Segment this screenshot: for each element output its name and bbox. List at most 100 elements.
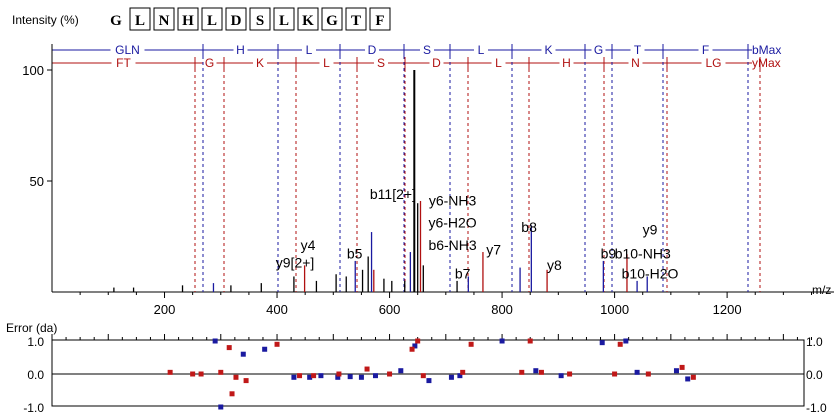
b_ladder-segment-label: L — [306, 43, 313, 57]
y-ion-error-point — [190, 371, 196, 377]
y-ion-error-point — [460, 369, 466, 375]
y-ion-error-point — [387, 371, 393, 377]
b-ion-error-point — [335, 374, 341, 380]
b-ion-error-point — [307, 374, 313, 380]
y-ion-error-point — [233, 374, 239, 380]
y_ladder-segment-label: N — [631, 56, 640, 70]
b_ladder-segment-label: T — [634, 43, 642, 57]
y-ion-error-point — [527, 338, 533, 344]
residue-box — [177, 7, 199, 31]
b-ion-error-point — [318, 373, 324, 379]
residue-box — [201, 7, 223, 31]
error-right-tick-label: -1.0 — [806, 401, 827, 412]
y-ion-error-point — [645, 371, 651, 377]
b-ion-error-point — [212, 338, 218, 344]
y_ladder-label-bg — [202, 56, 217, 70]
spectrum-x-ticks: 200 400 600 800 1000 1200 — [79, 292, 812, 317]
residue-l: L — [135, 13, 145, 29]
y-ion-error-point — [679, 364, 685, 370]
b_ladder-segment-label: S — [423, 43, 431, 57]
y_ladder-label-bg — [701, 56, 726, 70]
intensity-label: Intensity (%) — [12, 13, 79, 27]
b_ladder-label-bg — [630, 43, 645, 57]
error-left-tick-label: 1.0 — [27, 335, 44, 349]
b_ladder-label-bg — [365, 43, 379, 57]
y_ladder-label-bg — [374, 56, 388, 70]
peak-label: b10-NH3 — [615, 246, 671, 262]
x-tick-label: 1000 — [600, 302, 629, 317]
y-ion-error-point — [409, 346, 415, 352]
y-ion-ladder: FT G K L S D L H N LG yMax — [52, 56, 781, 70]
b-ion-error-point — [673, 368, 679, 374]
spectrum-y-ticks: 50 100 — [22, 63, 52, 189]
y-ion-error-point — [612, 371, 618, 377]
b_ladder-label-bg — [474, 43, 488, 57]
y_ladder-segment-label: FT — [116, 56, 131, 70]
residue-d: D — [231, 13, 242, 29]
y_ladder-segment-label: L — [495, 56, 502, 70]
y_ladder-segment-label: L — [323, 56, 330, 70]
y-ion-error-point — [690, 374, 696, 380]
b-ion-error-point — [533, 368, 539, 374]
b_ladder-label-bg — [541, 43, 556, 57]
y_ladder-label-bg — [319, 56, 334, 70]
y-tick-label: 50 — [30, 174, 44, 189]
b-ion-error-point — [685, 376, 691, 382]
y-ion-error-point — [229, 391, 235, 397]
y-ion-error-point — [297, 373, 303, 379]
y-ion-error-point — [167, 369, 173, 375]
peak-label: b10-H2O — [622, 266, 679, 282]
residue-box — [225, 7, 247, 31]
y_ladder-label-bg — [559, 56, 574, 70]
y-ion-error-point — [538, 369, 544, 375]
b-ion-error-point — [634, 369, 640, 375]
y-ion-error-point — [218, 369, 224, 375]
b_ladder-segment-label: K — [544, 43, 552, 57]
b-ion-error-point — [358, 374, 364, 380]
y-ion-error-point — [336, 371, 342, 377]
b-ion-error-point — [623, 338, 629, 344]
b_ladder-label-bg — [591, 43, 606, 57]
x-tick-label: 1200 — [713, 302, 742, 317]
y_ladder-segment-label: LG — [705, 56, 721, 70]
residue-box — [321, 7, 343, 31]
b_ladder-segment-label: GLN — [115, 43, 140, 57]
peak-label: b9 — [601, 246, 617, 262]
b-ion-error-point — [599, 340, 605, 346]
fragment-guide-lines — [194, 56, 761, 292]
peak-label: b7 — [455, 266, 471, 282]
b-ion-error-point — [372, 373, 378, 379]
y-ion-error-point — [617, 341, 623, 347]
y_ladder-segment-label: K — [256, 56, 264, 70]
error-top-ticks — [51, 334, 812, 340]
error-right-tick-label: 1.0 — [806, 335, 823, 349]
b-ion-error-point — [291, 374, 297, 380]
b_ladder-label-bg — [110, 43, 145, 57]
residue-k: K — [302, 13, 314, 29]
y_ladder-label-bg — [429, 56, 444, 70]
b-ion-error-point — [347, 374, 353, 380]
y_ladder-segment-label: D — [432, 56, 441, 70]
y_ladder-label-bg — [253, 56, 267, 70]
x-tick-label: 400 — [266, 302, 288, 317]
peak-label: b5 — [347, 246, 363, 262]
b-ion-error-point — [448, 374, 454, 380]
residue-f: F — [375, 13, 384, 29]
peak-label: y4 — [301, 237, 316, 253]
error-right-tick-label: 0.0 — [806, 368, 823, 382]
residue-h: H — [182, 13, 194, 29]
y-ion-error-point — [468, 341, 474, 347]
peak-label: y6-NH3 — [429, 192, 477, 208]
residue-box — [297, 7, 319, 31]
b_ladder-label-bg — [698, 43, 713, 57]
error-points — [167, 338, 696, 410]
residue-box — [249, 7, 271, 31]
y_ladder-label-bg — [111, 56, 136, 70]
x-axis-label: m/z — [812, 283, 831, 297]
b_ladder-label-bg — [420, 43, 434, 57]
residue-box — [129, 7, 151, 31]
error-axis-label: Error (da) — [6, 321, 57, 335]
